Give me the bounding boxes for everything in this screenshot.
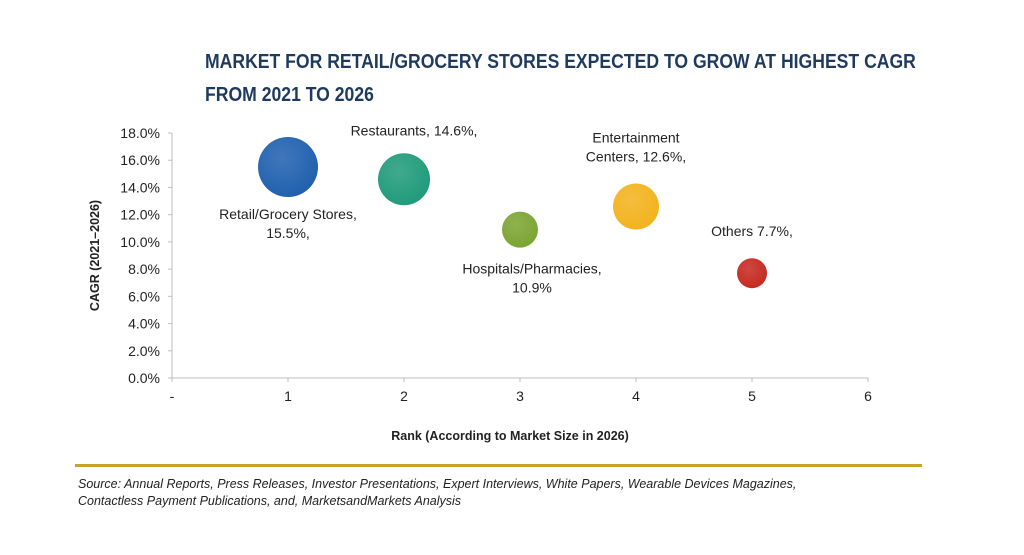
data-label: Restaurants, 14.6%,: [351, 122, 478, 138]
y-tick-label: 10.0%: [120, 234, 160, 250]
y-tick-label: 6.0%: [128, 288, 160, 304]
bubble-chart: 0.0% 2.0% 4.0% 6.0% 8.0% 10.0% 12.0% 14.0% 16.0%…: [88, 122, 872, 443]
bubble-restaurants: [378, 153, 430, 206]
x-tick-label: 1: [284, 388, 292, 404]
data-label: Others 7.7%,: [711, 223, 793, 239]
x-tick-label: 2: [400, 388, 408, 404]
y-axis-label: CAGR (2021–2026): [88, 200, 102, 311]
x-tick-label: -: [170, 388, 175, 404]
bubble-retail-grocery-stores: [258, 137, 318, 198]
chart-title-line-1: MARKET FOR RETAIL/GROCERY STORES EXPECTE…: [205, 51, 916, 73]
bubble-entertainment-centers: [613, 183, 659, 230]
x-tick-label: 6: [864, 388, 872, 404]
source-note: Source: Annual Reports, Press Releases, …: [78, 476, 958, 510]
x-tick-label: 3: [516, 388, 524, 404]
data-label: Entertainment: [592, 130, 679, 146]
x-tick-label: 4: [632, 388, 640, 404]
y-tick-label: 8.0%: [128, 261, 160, 277]
data-label: 10.9%: [512, 280, 552, 296]
data-label: Retail/Grocery Stores,: [219, 206, 357, 222]
chart-title-line-2: FROM 2021 TO 2026: [205, 84, 374, 106]
y-tick-label: 4.0%: [128, 316, 160, 332]
bubble-others: [737, 258, 767, 289]
data-label: 15.5%,: [266, 225, 310, 241]
y-tick-label: 18.0%: [120, 125, 160, 141]
source-line-2: Contactless Payment Publications, and, M…: [78, 494, 462, 508]
data-label: Hospitals/Pharmacies,: [462, 261, 601, 277]
x-tick-label: 5: [748, 388, 756, 404]
source-line-1: Source: Annual Reports, Press Releases, …: [78, 477, 797, 491]
y-tick-label: 0.0%: [128, 370, 160, 386]
bubble-hospitals-pharmacies: [502, 211, 538, 248]
y-tick-label: 2.0%: [128, 343, 160, 359]
x-axis-label: Rank (According to Market Size in 2026): [391, 429, 629, 443]
data-label: Centers, 12.6%,: [586, 149, 686, 165]
chart-title: MARKET FOR RETAIL/GROCERY STORES EXPECTE…: [205, 46, 916, 112]
y-tick-label: 14.0%: [120, 179, 160, 195]
y-tick-label: 12.0%: [120, 207, 160, 223]
y-tick-label: 16.0%: [120, 152, 160, 168]
footer-divider: [75, 464, 922, 467]
